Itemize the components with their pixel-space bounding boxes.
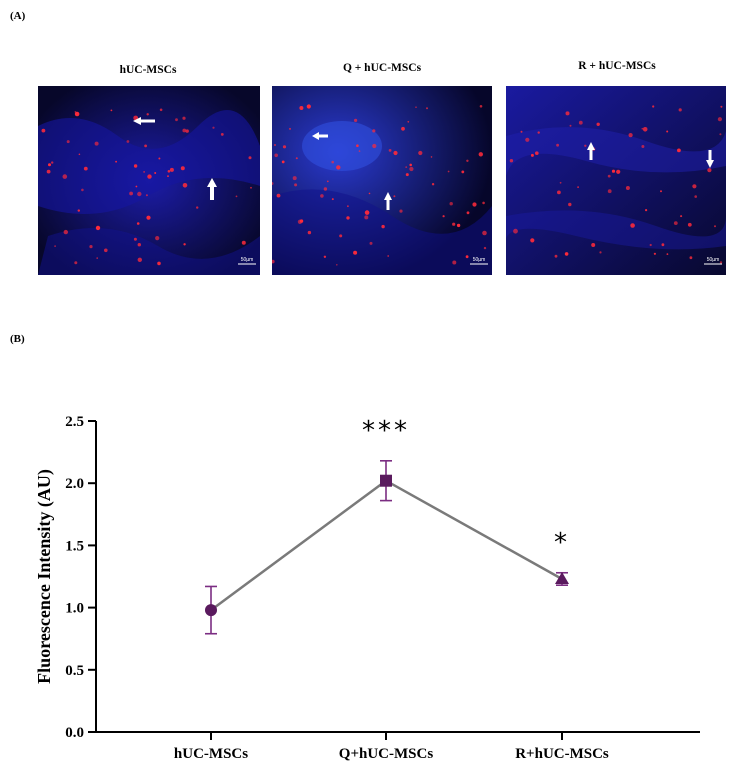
down-arrow-icon [706, 150, 714, 168]
y-tick-label: 2.5 [65, 414, 84, 430]
panel-a-label: (A) [10, 10, 26, 22]
significance-label: *** [362, 416, 410, 446]
micrograph-q-huc: 50µm [272, 86, 492, 275]
scale-label-r-huc: 50µm [707, 257, 720, 263]
y-axis-label: Fluorescence Intensity (AU) [34, 469, 55, 684]
up-arrow-icon [384, 192, 392, 210]
marker-dots [272, 104, 487, 266]
x-tick-label: R+hUC-MSCs [515, 746, 609, 762]
image-title-r-huc: R + hUC-MSCs [578, 60, 656, 72]
significance-label: * [554, 528, 570, 558]
scale-label-q-huc: 50µm [473, 257, 486, 263]
data-point [555, 571, 569, 584]
y-tick-label: 0.0 [65, 725, 84, 741]
x-tick-label: hUC-MSCs [174, 746, 248, 762]
marker-dots [509, 105, 723, 264]
marker-dots [41, 108, 252, 266]
micrograph-r-huc: 50µm [506, 86, 726, 275]
image-title-huc: hUC-MSCs [119, 64, 177, 76]
scale-label-huc: 50µm [241, 257, 254, 263]
panel-b-label: (B) [10, 333, 25, 345]
up-arrow-icon [207, 178, 217, 200]
y-tick-label: 0.5 [65, 663, 84, 679]
left-arrow-icon [312, 132, 328, 140]
y-tick-label: 1.0 [65, 601, 84, 617]
micrograph-huc: 50µm [38, 86, 260, 275]
y-tick-label: 2.0 [65, 476, 84, 492]
data-point [205, 604, 217, 617]
data-point [380, 474, 392, 487]
x-tick-label: Q+hUC-MSCs [339, 746, 434, 762]
image-title-q-huc: Q + hUC-MSCs [342, 62, 422, 74]
up-arrow-icon [587, 142, 595, 160]
y-tick-label: 1.5 [65, 538, 84, 554]
left-arrow-icon [133, 117, 155, 125]
